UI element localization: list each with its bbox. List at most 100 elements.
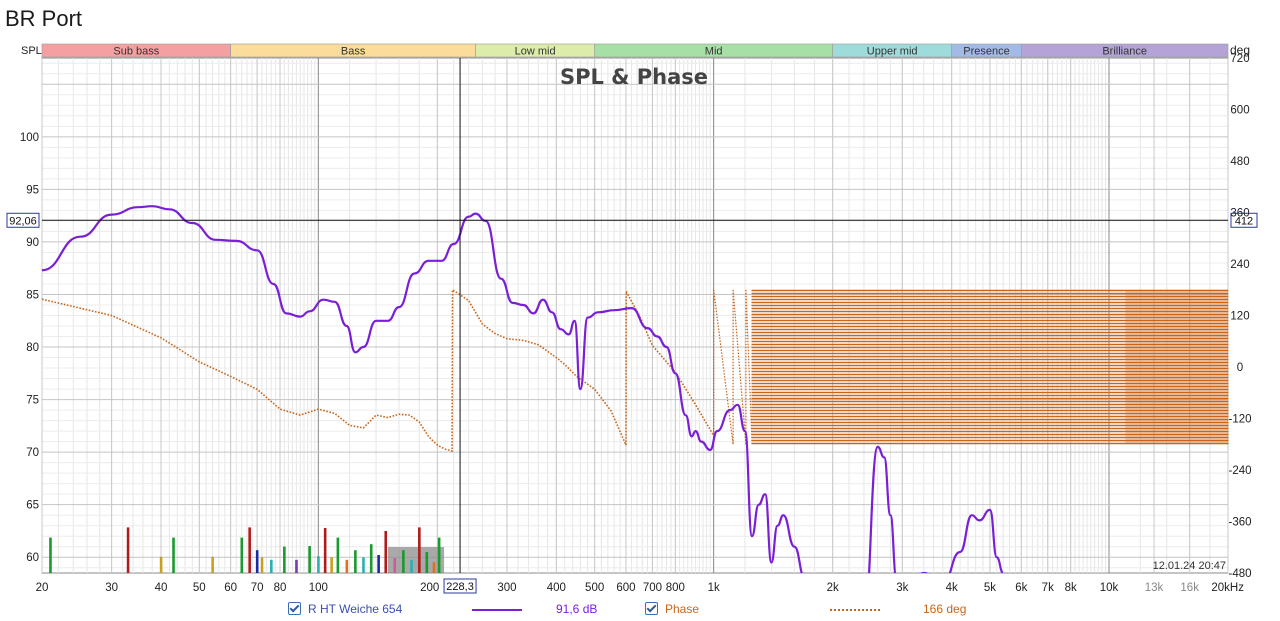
x-tick-label: 16k <box>1180 582 1199 594</box>
distortion-bar <box>362 557 365 573</box>
x-tick-label: 800 <box>666 582 685 594</box>
x-tick-label: 8k <box>1065 582 1077 594</box>
band-label: Mid <box>705 46 723 58</box>
x-tick-label: 60 <box>224 582 237 594</box>
distortion-bar <box>308 546 311 573</box>
x-tick-label: 80 <box>274 582 287 594</box>
frequency-bands: Sub bass Bass Low mid Mid Upper mid Presence B… <box>41 43 1229 58</box>
cursor-y2-label: 412 <box>1235 215 1253 227</box>
y2-axis-ticks: 720 600 480 360 240 120 0 -120 -240 -360 -480 <box>1228 53 1251 580</box>
y-tick-label: 75 <box>26 395 39 407</box>
spl-phase-chart[interactable]: Sub bass Bass Low mid Mid Upper mid Presence B… <box>0 0 1280 600</box>
distortion-bar <box>255 550 259 573</box>
cursor-x-label: 228,3 <box>446 581 474 593</box>
x-tick-label: 5k <box>984 582 996 594</box>
legend: R HT Weiche 654 91,6 dB Phase 166 deg <box>0 601 1280 619</box>
x-tick-label: 100 <box>309 582 328 594</box>
major-gridlines <box>41 58 1229 573</box>
spl-trace <box>42 205 1004 573</box>
distortion-bar <box>240 537 244 573</box>
window-title: BR Port <box>5 6 83 31</box>
phase-line-low <box>41 288 715 453</box>
spl-line <box>42 205 1004 573</box>
distortion-bar <box>369 544 373 573</box>
band-brilliance <box>1020 43 1229 58</box>
y-tick-label: 60 <box>26 552 39 564</box>
y2-tick-label: -240 <box>1228 465 1251 477</box>
y2-tick-label: -120 <box>1228 414 1251 426</box>
distortion-bar <box>437 537 441 573</box>
x-tick-label: 7k <box>1042 582 1054 594</box>
spl-axis-label: SPL <box>21 45 42 57</box>
x-tick-label: 400 <box>547 582 566 594</box>
y-tick-label: 100 <box>20 132 39 144</box>
chart-title: SPL & Phase <box>560 65 708 89</box>
distortion-bar <box>283 546 286 573</box>
x-tick-label: 4k <box>946 582 958 594</box>
y2-tick-label: 600 <box>1230 105 1249 117</box>
distortion-bar <box>126 527 130 573</box>
distortion-bar-cluster <box>387 547 445 573</box>
x-tick-label: 13k <box>1145 582 1164 594</box>
y-tick-label: 90 <box>26 237 39 249</box>
x-tick-label: 50 <box>193 582 206 594</box>
distortion-bar <box>336 537 340 573</box>
distortion-bar <box>410 559 413 573</box>
x-axis-ticks: 20 30 40 50 60 70 80 100 200 300 400 500 600 700 800 1k… <box>36 582 1245 594</box>
distortion-bar <box>270 559 273 573</box>
distortion-bar <box>172 537 175 573</box>
x-tick-label: 500 <box>585 582 604 594</box>
y2-tick-label: 720 <box>1230 53 1249 65</box>
distortion-bar <box>418 527 421 573</box>
distortion-bar <box>211 556 214 573</box>
distortion-bar <box>432 562 436 573</box>
x-tick-label: 30 <box>105 582 118 594</box>
distortion-bar <box>345 559 349 573</box>
y2-tick-label: 480 <box>1230 156 1249 168</box>
legend-spl-readout: 91,6 dB <box>556 602 598 616</box>
distortion-bar <box>425 552 429 573</box>
distortion-bar <box>393 558 397 573</box>
y2-tick-label: -360 <box>1228 517 1251 529</box>
y-tick-label: 70 <box>26 447 39 459</box>
x-tick-label: 20kHz <box>1211 582 1244 594</box>
x-tick-label: 3k <box>896 582 908 594</box>
x-tick-label: 600 <box>616 582 635 594</box>
band-label: Bass <box>341 46 366 58</box>
distortion-bar <box>49 537 52 573</box>
phase-trace <box>41 288 1229 453</box>
legend-spl-line-swatch <box>472 609 522 611</box>
y-tick-label: 95 <box>26 184 39 196</box>
distortion-bar <box>159 556 163 573</box>
distortion-bar <box>317 556 320 573</box>
legend-phase-line-swatch <box>830 609 880 611</box>
distortion-bar <box>377 555 380 573</box>
x-tick-label: 6k <box>1015 582 1027 594</box>
distortion-bar <box>260 557 264 573</box>
y2-tick-label: 120 <box>1230 311 1249 323</box>
cursor-y-box <box>6 212 40 228</box>
cursor-crosshair[interactable]: 92,06 412 228,3 <box>6 58 1258 594</box>
band-label: Sub bass <box>113 46 159 58</box>
phase-visibility-checkbox[interactable] <box>645 602 658 615</box>
distortion-bar <box>330 557 333 573</box>
cursor-y2-box <box>1230 212 1258 228</box>
legend-phase-name: Phase <box>665 602 700 616</box>
distortion-bars <box>49 527 445 573</box>
x-tick-label: 10k <box>1100 582 1119 594</box>
band-label: Presence <box>963 46 1009 58</box>
y-tick-label: 65 <box>26 500 39 512</box>
x-tick-label: 20 <box>36 582 49 594</box>
band-label: Brilliance <box>1102 46 1147 58</box>
x-tick-label: 700 <box>643 582 662 594</box>
spl-visibility-checkbox[interactable] <box>288 602 301 615</box>
distortion-bar <box>402 550 405 573</box>
phase-dense-fill <box>1125 289 1228 445</box>
timestamp: 12.01.24 20:47 <box>1153 560 1226 572</box>
band-label: Low mid <box>515 46 556 58</box>
deg-axis-label: deg <box>1230 43 1250 57</box>
cursor-x-box <box>443 578 477 594</box>
cursor-y-label: 92,06 <box>9 215 37 227</box>
y2-tick-label: -480 <box>1228 568 1251 580</box>
y2-tick-label: 240 <box>1230 259 1249 271</box>
